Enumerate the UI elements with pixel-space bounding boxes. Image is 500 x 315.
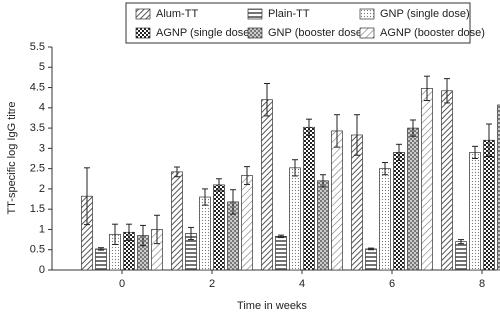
x-axis-title: Time in weeks [237, 300, 307, 312]
error-bar [174, 166, 180, 178]
bar [455, 241, 467, 271]
y-tick-label: 1 [39, 223, 45, 235]
error-bar [230, 189, 236, 215]
legend-swatch [135, 8, 151, 20]
error-bar [244, 166, 250, 185]
legend-swatch [247, 27, 263, 39]
bar [289, 167, 301, 271]
error-bar [112, 223, 118, 245]
error-bar [292, 159, 298, 177]
legend-label: Plain-TT [268, 8, 310, 20]
legend-label: AGNP (booster dose) [380, 27, 485, 39]
y-tick-label: 3 [39, 142, 45, 154]
legend-swatch [135, 27, 151, 39]
x-tick-label: 4 [299, 278, 305, 290]
bar [199, 196, 211, 271]
error-bar [202, 188, 208, 206]
y-tick-label: 5.5 [30, 41, 45, 53]
error-bar [486, 123, 492, 157]
legend-swatch [359, 27, 375, 39]
error-bar [444, 78, 450, 104]
error-bar [410, 119, 416, 137]
error-bar [98, 247, 104, 251]
bar [441, 90, 453, 271]
bar [379, 168, 391, 271]
bar [171, 171, 183, 271]
y-tick-label: 3.5 [30, 122, 45, 134]
error-bar [368, 247, 374, 251]
bar [393, 152, 405, 271]
x-tick-label: 8 [479, 278, 485, 290]
y-tick-label: 2.5 [30, 163, 45, 175]
x-tick-label: 2 [209, 278, 215, 290]
bar [275, 235, 287, 271]
bar [407, 127, 419, 271]
bar [421, 88, 433, 271]
error-bar [216, 178, 222, 192]
legend-label: GNP (single dose) [380, 8, 470, 20]
error-bar [306, 118, 312, 136]
bar [483, 139, 495, 271]
bar [261, 99, 273, 271]
error-bar [354, 114, 360, 156]
bar [497, 104, 500, 271]
error-bar [424, 75, 430, 102]
bar [469, 152, 481, 271]
bar [365, 248, 377, 271]
y-tick-label: 4 [39, 102, 45, 114]
legend-swatch [359, 8, 375, 20]
error-bar [278, 234, 284, 239]
error-bar [154, 214, 160, 245]
error-bar [396, 143, 402, 162]
legend-label: GNP (booster dose) [268, 27, 366, 39]
error-bar [188, 226, 194, 241]
legend-label: AGNP (single dose) [156, 27, 253, 39]
error-bar [140, 224, 146, 247]
y-axis-title: TT-specific log IgG titre [6, 101, 18, 214]
y-tick-label: 1.5 [30, 203, 45, 215]
y-tick-label: 5 [39, 61, 45, 73]
y-tick-label: 0.5 [30, 244, 45, 256]
bar [241, 175, 253, 271]
error-bar [382, 162, 388, 176]
bar [213, 184, 225, 271]
bar [95, 248, 107, 271]
y-tick-label: 2 [39, 183, 45, 195]
bar [317, 180, 329, 271]
error-bar [458, 239, 464, 245]
error-bar [84, 167, 90, 226]
y-tick-label: 4.5 [30, 81, 45, 93]
error-bar [126, 223, 132, 241]
error-bar [264, 82, 270, 117]
error-bar [320, 174, 326, 188]
x-tick-label: 0 [119, 278, 125, 290]
x-tick-label: 6 [389, 278, 395, 290]
y-tick-label: 0 [39, 264, 45, 276]
error-bar [472, 145, 478, 159]
error-bar [334, 114, 340, 148]
legend-label: Alum-TT [156, 8, 198, 20]
bar [331, 130, 343, 271]
bar [303, 126, 315, 271]
legend-box [125, 2, 471, 44]
legend-swatch [247, 8, 263, 20]
